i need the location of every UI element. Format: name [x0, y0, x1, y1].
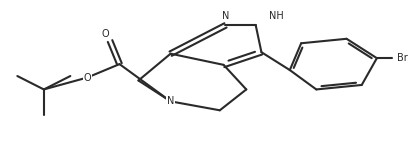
Text: NH: NH [269, 11, 284, 21]
Text: Br: Br [397, 53, 408, 63]
Text: O: O [102, 28, 109, 39]
Text: N: N [222, 11, 229, 21]
Text: O: O [83, 72, 91, 83]
Text: N: N [167, 96, 174, 106]
